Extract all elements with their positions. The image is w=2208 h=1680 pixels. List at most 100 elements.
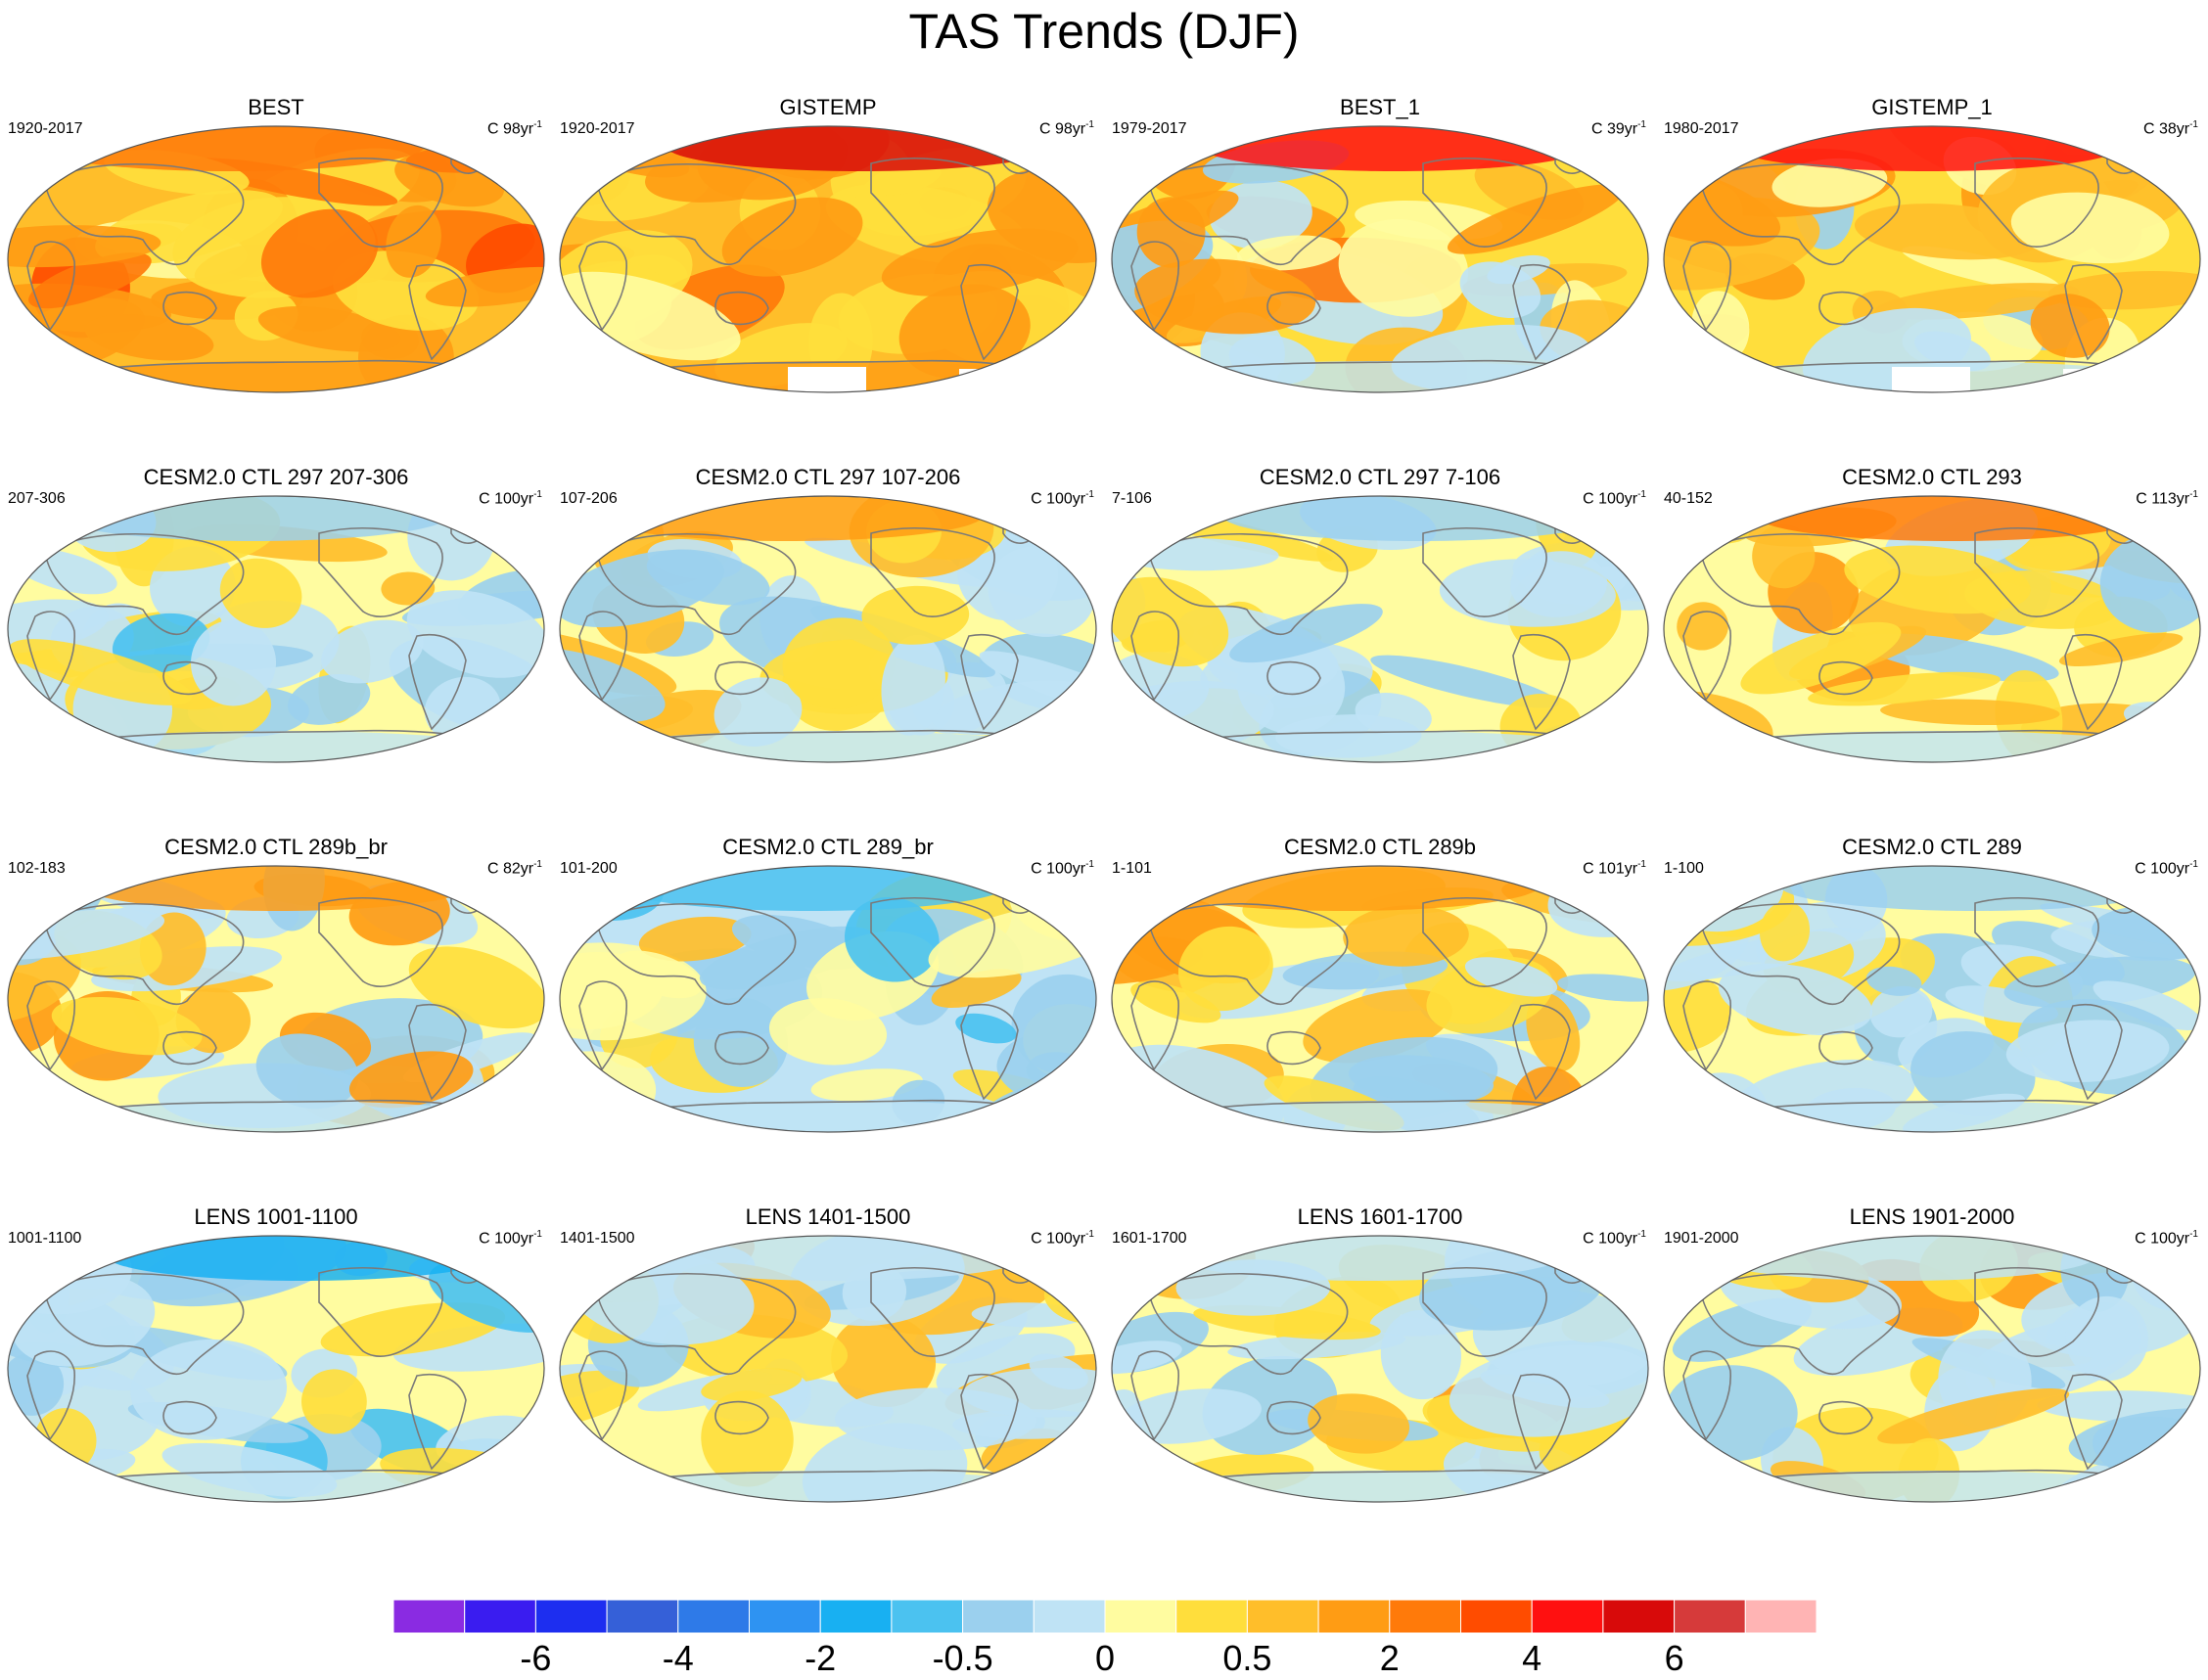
units-exponent: -1 (2189, 489, 2198, 500)
coastline (870, 897, 995, 987)
coastline (960, 634, 1019, 731)
trend-blob (1752, 523, 1816, 589)
units-text: C 98yr (1038, 120, 1086, 138)
coastline (714, 292, 769, 326)
map-panel: LENS 1001-1100 1001-1100 C 100yr-1 (0, 1203, 552, 1566)
panel-title: GISTEMP (779, 95, 877, 119)
panel-period: 1-101 (1112, 860, 1152, 877)
units-text: C 98yr (486, 120, 534, 138)
coastline (2064, 1374, 2123, 1471)
coastline (44, 163, 245, 265)
trend-blob (2065, 1295, 2148, 1382)
panel-period: 101-200 (560, 860, 618, 877)
trend-blob (1877, 1387, 2070, 1444)
map-border (7, 1235, 545, 1503)
trend-blob (321, 619, 424, 684)
units-exponent: -1 (1637, 1229, 1646, 1240)
panel-title: LENS 1001-1100 (194, 1204, 358, 1229)
panel-units: C 101yr-1 (1583, 855, 1646, 879)
panel-title: CESM2.0 CTL 293 (1842, 465, 2022, 489)
coastline (1266, 661, 1321, 696)
panel-title: BEST_1 (1340, 95, 1420, 119)
antarctic-band (41, 361, 511, 392)
map-panel: LENS 1901-2000 1901-2000 C 100yr-1 (1656, 1203, 2208, 1566)
units-exponent: -1 (1085, 119, 1094, 130)
antarctic-band (1145, 1101, 1615, 1132)
panel-units: C 100yr-1 (1583, 1225, 1646, 1249)
trend-blob (255, 1033, 359, 1110)
panel-period: 1-100 (1664, 860, 1704, 877)
colorbar-cell (1744, 1599, 1817, 1634)
panel-period: 1401-1500 (560, 1230, 635, 1247)
map-panel: CESM2.0 CTL 289b 1-101 C 101yr-1 (1104, 834, 1656, 1196)
trend-blob (1759, 901, 1811, 962)
map-panel: CESM2.0 CTL 297 207-306 207-306 C 100yr-1 (0, 464, 552, 826)
panel-title: CESM2.0 CTL 289_br (722, 835, 934, 859)
coastline (26, 611, 75, 702)
units-exponent: -1 (1085, 489, 1094, 500)
coastline (26, 241, 75, 332)
units-exponent: -1 (1637, 489, 1646, 500)
trend-blob (1464, 957, 1558, 997)
panel-units: C 100yr-1 (2135, 1225, 2198, 1249)
panel-units: C 82yr-1 (487, 855, 542, 879)
coastline (318, 897, 443, 987)
trend-blob (320, 1302, 506, 1357)
units-text: C 100yr (1583, 1230, 1638, 1248)
colorbar-cell (606, 1599, 679, 1634)
coastline (44, 533, 245, 635)
panel-units: C 39yr-1 (1591, 115, 1646, 139)
coastline (1818, 292, 1873, 326)
trend-blob (1664, 966, 1731, 1054)
panel-units: C 98yr-1 (1039, 115, 1094, 139)
coastline (960, 1004, 1019, 1101)
colorbar-cell (534, 1599, 608, 1634)
antarctic-band (41, 1471, 511, 1502)
coastline (596, 533, 797, 635)
coastline (1148, 533, 1349, 635)
colorbar-tick-label: 6 (1665, 1638, 1684, 1678)
trend-blob (1606, 1070, 1648, 1103)
units-text: C 100yr (1031, 1230, 1086, 1248)
units-exponent: -1 (1085, 1229, 1094, 1240)
panel-period: 1920-2017 (560, 120, 635, 137)
units-text: C 38yr (2142, 120, 2190, 138)
trend-blob (9, 639, 193, 705)
coastline (1266, 1031, 1321, 1066)
trend-blob (1664, 350, 1722, 387)
coastline (596, 1273, 797, 1375)
panel-units: C 100yr-1 (479, 485, 542, 509)
coastline (1700, 163, 1901, 265)
antarctic-band (593, 1101, 1063, 1132)
antarctic-band (41, 1101, 511, 1132)
map-border (559, 1235, 1097, 1503)
robinson-map (559, 865, 1097, 1133)
trend-blob (768, 998, 888, 1066)
coastline (1700, 533, 1901, 635)
trend-blob (1380, 1310, 1462, 1400)
coastline (1422, 897, 1547, 987)
units-text: C 113yr (2136, 490, 2190, 508)
trend-blob (1771, 158, 1888, 207)
antarctic-band (1145, 731, 1615, 762)
trend-blob (1718, 963, 1873, 1036)
coastline (1682, 611, 1731, 702)
units-text: C 100yr (2135, 860, 2190, 878)
colorbar-tick-label: -2 (805, 1638, 836, 1678)
robinson-map (1663, 495, 2201, 763)
antarctic-band (1697, 1471, 2167, 1502)
panel-title: CESM2.0 CTL 289 (1842, 835, 2022, 859)
robinson-map (1111, 1235, 1649, 1503)
coastline (1148, 1273, 1349, 1375)
coastline (714, 661, 769, 696)
trend-blob (1229, 604, 1383, 663)
colorbar-cell (891, 1599, 964, 1634)
units-exponent: -1 (1637, 119, 1646, 130)
trend-blob (1677, 602, 1728, 651)
coastline (318, 158, 443, 248)
panel-period: 207-306 (8, 490, 66, 507)
map-panel: BEST_1 1979-2017 C 39yr-1 (1104, 94, 1656, 456)
panel-period: 102-183 (8, 860, 66, 877)
trend-blob (130, 1339, 288, 1440)
units-text: C 100yr (479, 490, 534, 508)
